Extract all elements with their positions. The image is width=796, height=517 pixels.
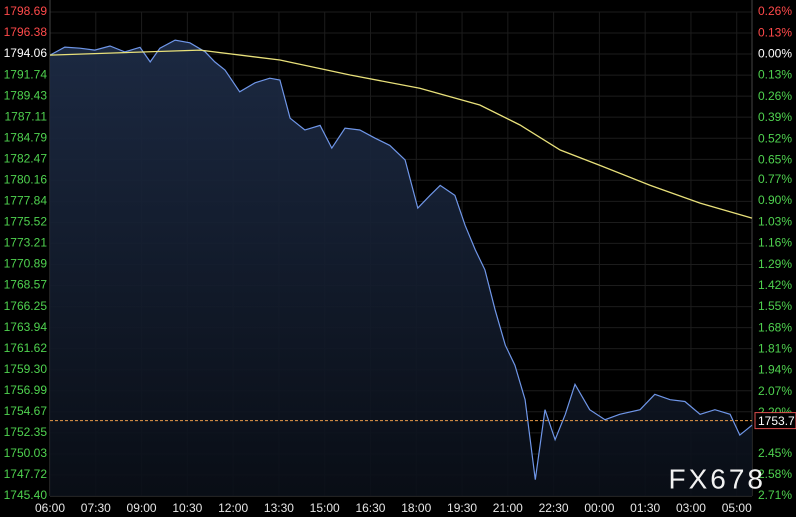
y-tick-label: 1770.89 bbox=[4, 257, 48, 271]
x-tick-label: 05:00 bbox=[722, 501, 752, 515]
price-area bbox=[50, 40, 752, 496]
y2-tick-label: 0.26% bbox=[758, 89, 792, 103]
y-tick-label: 1780.16 bbox=[4, 172, 48, 186]
y2-tick-label: 1.68% bbox=[758, 320, 792, 334]
y2-tick-label: 1.94% bbox=[758, 363, 792, 377]
price-line bbox=[49, 39, 753, 480]
y-tick-label: 1796.38 bbox=[4, 25, 48, 39]
y-tick-label: 1752.35 bbox=[4, 425, 48, 439]
y-tick-label: 1763.94 bbox=[4, 320, 48, 334]
y2-tick-label: 0.13% bbox=[758, 25, 792, 39]
y2-tick-label: 0.77% bbox=[758, 172, 792, 186]
y2-tick-label: 1.55% bbox=[758, 299, 792, 313]
y-tick-label: 1768.57 bbox=[4, 278, 48, 292]
y-tick-label: 1766.25 bbox=[4, 299, 48, 313]
y-tick-label: 1756.99 bbox=[4, 383, 48, 397]
x-tick-label: 19:30 bbox=[447, 501, 477, 515]
x-tick-label: 06:00 bbox=[35, 501, 65, 515]
y-tick-label: 1787.11 bbox=[5, 109, 48, 123]
y2-tick-label: 0.39% bbox=[758, 110, 792, 124]
y2-tick-label: 0.65% bbox=[758, 152, 792, 166]
y-tick-label: 1761.62 bbox=[4, 341, 48, 355]
y-tick-label: 1754.67 bbox=[4, 404, 48, 418]
y2-tick-label: 1.16% bbox=[758, 236, 792, 250]
average-line bbox=[49, 49, 753, 219]
y2-tick-label: 0.90% bbox=[758, 193, 792, 207]
y2-tick-label: 2.71% bbox=[758, 488, 792, 502]
last-price-label: 1753.7 bbox=[758, 414, 795, 428]
y2-tick-label: 2.07% bbox=[758, 384, 792, 398]
x-tick-label: 09:00 bbox=[127, 501, 157, 515]
y-tick-label: 1784.79 bbox=[4, 130, 48, 144]
y-tick-label: 1789.43 bbox=[4, 88, 48, 102]
y-tick-label: 1791.74 bbox=[4, 67, 48, 81]
x-tick-label: 22:30 bbox=[539, 501, 569, 515]
y2-tick-label: 0.52% bbox=[758, 131, 792, 145]
x-tick-label: 21:00 bbox=[493, 501, 523, 515]
y2-tick-label: 1.29% bbox=[758, 257, 792, 271]
x-tick-label: 01:30 bbox=[630, 501, 660, 515]
y2-tick-label: 1.42% bbox=[758, 278, 792, 292]
y-tick-label: 1777.84 bbox=[4, 194, 48, 208]
y-tick-label: 1773.21 bbox=[4, 236, 48, 250]
y2-tick-label: 1.03% bbox=[758, 214, 792, 228]
x-tick-label: 12:00 bbox=[218, 501, 248, 515]
x-tick-label: 15:00 bbox=[310, 501, 340, 515]
x-tick-label: 16:30 bbox=[355, 501, 385, 515]
x-tick-label: 00:00 bbox=[584, 501, 614, 515]
y-tick-label: 1794.06 bbox=[4, 46, 48, 60]
y2-tick-label: 0.00% bbox=[758, 47, 792, 61]
y-tick-label: 1750.03 bbox=[4, 446, 48, 460]
y-tick-label: 1782.47 bbox=[4, 151, 48, 165]
y2-tick-label: 0.26% bbox=[758, 4, 792, 18]
y-tick-label: 1747.72 bbox=[4, 467, 48, 481]
x-tick-label: 18:00 bbox=[401, 501, 431, 515]
y2-tick-label: 0.13% bbox=[758, 68, 792, 82]
x-tick-label: 03:00 bbox=[676, 501, 706, 515]
watermark: FX678 bbox=[669, 463, 767, 494]
last-price-box bbox=[754, 412, 796, 430]
y2-tick-label: 1.81% bbox=[758, 342, 792, 356]
y2-tick-label: 2.45% bbox=[758, 446, 792, 460]
x-tick-label: 07:30 bbox=[81, 501, 111, 515]
x-tick-label: 13:30 bbox=[264, 501, 294, 515]
y2-tick-label: 2.58% bbox=[758, 467, 792, 481]
x-tick-label: 10:30 bbox=[172, 501, 202, 515]
y-tick-label: 1745.40 bbox=[4, 488, 48, 502]
y-tick-label: 1759.30 bbox=[4, 362, 48, 376]
y-tick-label: 1775.52 bbox=[4, 215, 48, 229]
y-tick-label: 1798.69 bbox=[4, 4, 48, 18]
